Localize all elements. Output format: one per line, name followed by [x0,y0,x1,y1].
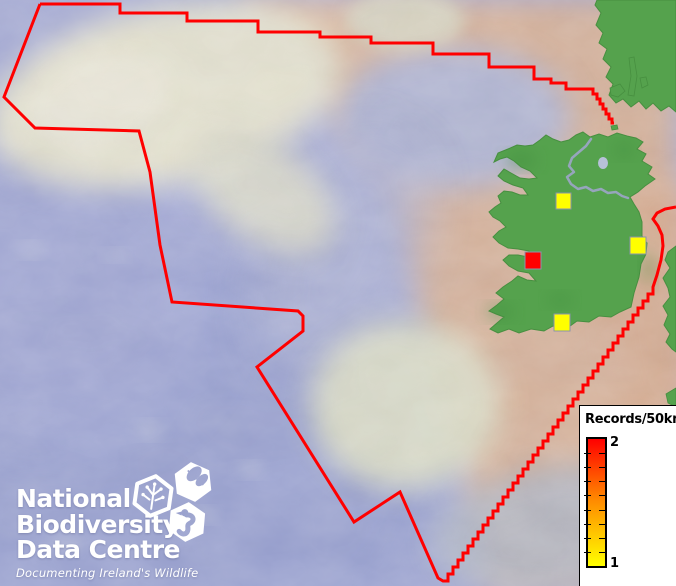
island [609,83,626,98]
island [627,56,638,97]
legend-gradient-bar [586,437,607,568]
logo-line-1: National [16,484,131,513]
legend-tick [584,495,591,497]
lough-neagh [598,157,608,169]
legend-tick [584,481,591,483]
logo-hexagon-cluster [132,462,212,542]
upland-shading [548,294,572,306]
legend-min-label: 1 [610,556,620,571]
scotland-landmass [594,0,676,113]
island [639,76,649,89]
record-cell[interactable] [553,313,571,332]
legend-tick [599,551,606,553]
upland-shading [642,252,654,284]
legend-tick [599,523,606,525]
legend-tick [584,551,591,553]
legend-tick [599,537,606,539]
northern-ireland-border [565,137,630,200]
wales-coast [662,245,676,353]
legend-panel: Records/50km 2 1 [579,405,676,586]
legend-tick [599,509,606,511]
legend-tick [584,509,591,511]
land-layer [486,0,676,408]
legend-tick [584,453,591,455]
butterfly-hexagon-icon [174,462,212,502]
legend-tick [584,523,591,525]
logo-tagline: Documenting Ireland's Wildlife [16,565,199,580]
nbdc-logo: National Biodiversity Data Centre Docume… [16,486,198,580]
logo-line-3: Data Centre [16,535,180,564]
island [665,387,676,408]
upland-shading [486,305,514,319]
record-cell[interactable] [555,192,572,210]
record-cell[interactable] [629,236,647,255]
legend-max-label: 2 [610,435,620,450]
record-cell[interactable] [524,251,542,270]
upland-shading [614,143,634,157]
record-cells-layer [524,192,647,332]
legend-title: Records/50km [585,412,676,427]
legend-tick [584,467,591,469]
upland-shading [505,152,537,168]
legend-tick [599,453,606,455]
legend-tick [599,481,606,483]
seahorse-hexagon-icon [168,502,206,542]
plant-hexagon-icon [132,474,174,518]
legend-tick [599,495,606,497]
island [610,124,619,131]
designated-area-boundary-north [40,2,614,125]
legend-tick [599,467,606,469]
ireland-landmass [488,131,656,334]
designated-area-boundary-west [2,3,676,583]
legend-tick [584,537,591,539]
